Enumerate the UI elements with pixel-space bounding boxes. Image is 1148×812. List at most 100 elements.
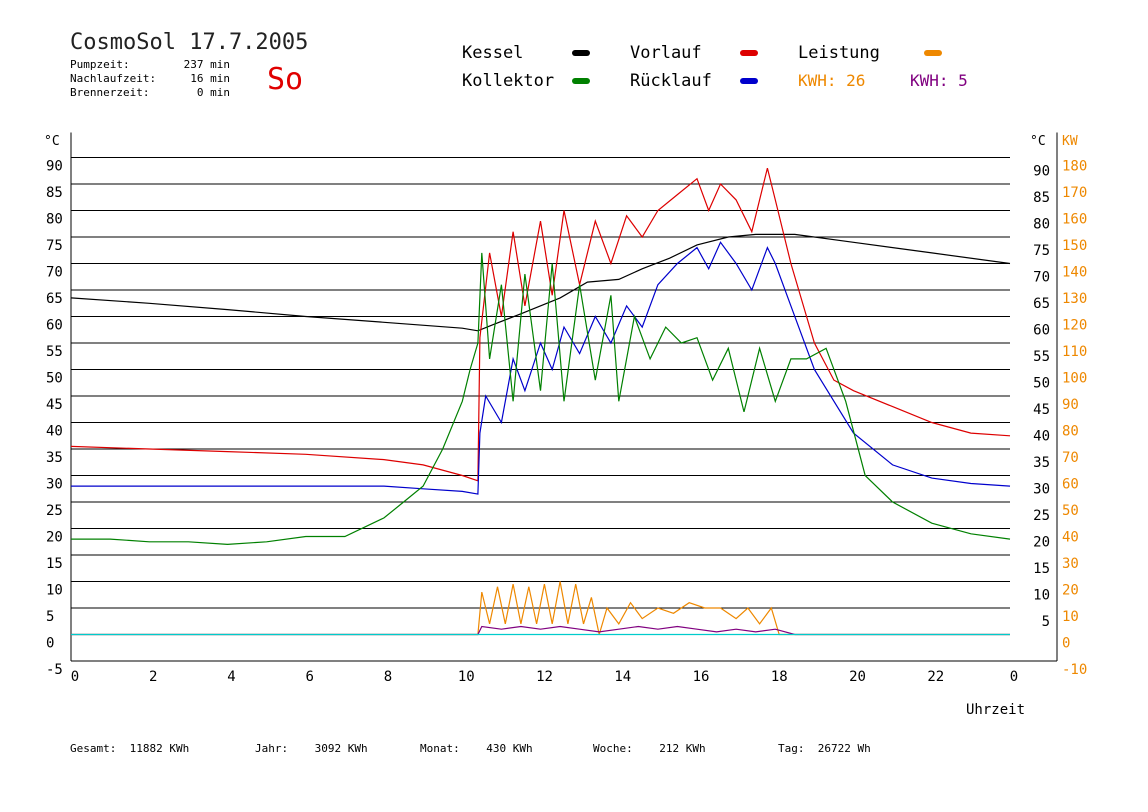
y-tick-label-right: 60 <box>1033 323 1050 339</box>
footer-jahr: Jahr: 3092 KWh <box>255 742 368 755</box>
y-tick-label-right: 40 <box>1033 429 1050 445</box>
chart-title: CosmoSol 17.7.2005 <box>70 30 309 55</box>
stat-row-brennerzeit: Brennerzeit: 0 min <box>70 86 230 99</box>
x-tick-label: 22 <box>927 669 944 685</box>
y-tick-label-left: 50 <box>46 371 63 387</box>
y-tick-label-right: 80 <box>1033 217 1050 233</box>
x-tick-label: 8 <box>384 669 392 685</box>
series-line <box>70 233 1011 332</box>
stat-label: Pumpzeit: <box>70 58 130 71</box>
y-tick-label-left: 70 <box>46 265 63 281</box>
footer-value: 430 KWh <box>486 742 533 755</box>
legend-swatch-leistung <box>924 50 942 56</box>
y-tick-label-power: 100 <box>1062 371 1087 387</box>
stat-row-nachlaufzeit: Nachlaufzeit: 16 min <box>70 72 230 85</box>
series-line <box>71 241 1011 495</box>
kwh-total-orange: KWH: 26 <box>798 71 865 90</box>
legend-label-kessel: Kessel <box>462 43 524 63</box>
y-tick-label-left: 80 <box>46 212 63 228</box>
y-tick-label-left: 85 <box>46 185 63 201</box>
x-axis-label: Uhrzeit <box>966 702 1026 718</box>
stat-value: 0 min <box>196 86 230 99</box>
weekday-label: So <box>267 62 304 97</box>
y-axis-unit-left: °C <box>44 134 60 149</box>
y-tick-label-left: 45 <box>46 397 63 413</box>
y-tick-label-power: 180 <box>1062 159 1087 175</box>
y-tick-label-right: 85 <box>1033 190 1050 206</box>
series-line <box>70 167 1011 482</box>
y-tick-label-left: 15 <box>46 556 63 572</box>
stat-value: 237 min <box>183 58 230 71</box>
y-tick-label-right: 75 <box>1033 243 1050 259</box>
y-tick-label-power: 20 <box>1062 583 1079 599</box>
legend-label-kollektor: Kollektor <box>462 71 555 91</box>
stat-label: Brennerzeit: <box>70 86 150 99</box>
y-tick-label-right: 10 <box>1033 588 1050 604</box>
x-tick-label: 18 <box>771 669 788 685</box>
legend-swatch-vorlauf <box>740 50 758 56</box>
series-line <box>71 581 1010 636</box>
footer-value: 26722 Wh <box>817 742 871 755</box>
y-tick-label-right: 45 <box>1033 402 1050 418</box>
footer-label: Gesamt: <box>70 742 117 755</box>
x-tick-label: 0 <box>71 669 79 685</box>
y-tick-label-power: 80 <box>1062 424 1079 440</box>
footer-gesamt: Gesamt: 11882 KWh <box>70 742 189 755</box>
kwh-label: KWH: <box>798 71 837 90</box>
x-tick-label: 14 <box>614 669 631 685</box>
y-tick-label-right: 25 <box>1033 508 1050 524</box>
kwh-label: KWH: <box>910 71 949 90</box>
y-tick-label-right: 65 <box>1033 296 1050 312</box>
y-tick-label-right: 30 <box>1033 482 1050 498</box>
y-tick-label-left: 30 <box>46 477 63 493</box>
y-tick-label-left: -5 <box>46 662 63 678</box>
footer-value: 212 KWh <box>659 742 706 755</box>
y-tick-label-power: 30 <box>1062 556 1079 572</box>
kwh-value: 26 <box>846 71 866 90</box>
footer-woche: Woche: 212 KWh <box>593 742 706 755</box>
footer-label: Woche: <box>593 742 633 755</box>
y-tick-label-left: 90 <box>46 159 63 175</box>
y-tick-label-power: 140 <box>1062 265 1087 281</box>
series-line <box>71 625 1010 636</box>
y-tick-label-power: 130 <box>1062 291 1087 307</box>
stat-value: 16 min <box>190 72 230 85</box>
legend-label-leistung: Leistung <box>798 43 880 63</box>
y-tick-label-right: 70 <box>1033 270 1050 286</box>
kwh-total-purple: KWH: 5 <box>910 71 968 90</box>
y-tick-label-left: 35 <box>46 450 63 466</box>
legend-label-vorlauf: Vorlauf <box>630 43 702 63</box>
y-tick-label-right: 35 <box>1033 455 1050 471</box>
legend-swatch-ruecklauf <box>740 78 758 84</box>
y-tick-label-left: 25 <box>46 503 63 519</box>
footer-label: Tag: <box>778 742 805 755</box>
x-tick-label: 6 <box>306 669 314 685</box>
kwh-value: 5 <box>958 71 968 90</box>
y-tick-label-power: 110 <box>1062 344 1087 360</box>
y-tick-label-power: 150 <box>1062 238 1087 254</box>
y-tick-label-power: 90 <box>1062 397 1079 413</box>
x-tick-label: 16 <box>693 669 710 685</box>
y-tick-label-power: -10 <box>1062 662 1087 678</box>
footer-label: Jahr: <box>255 742 289 755</box>
y-tick-label-right: 55 <box>1033 349 1050 365</box>
y-tick-label-power: 50 <box>1062 503 1079 519</box>
y-tick-label-power: 70 <box>1062 450 1079 466</box>
y-tick-label-left: 5 <box>46 609 54 625</box>
y-tick-label-power: 40 <box>1062 530 1079 546</box>
y-tick-label-power: 160 <box>1062 212 1087 228</box>
stat-row-pumpzeit: Pumpzeit: 237 min <box>70 58 230 71</box>
y-tick-label-left: 20 <box>46 530 63 546</box>
footer-monat: Monat: 430 KWh <box>420 742 533 755</box>
y-tick-label-power: 10 <box>1062 609 1079 625</box>
y-axis-unit-right-temp: °C <box>1030 134 1046 149</box>
y-tick-label-left: 55 <box>46 344 63 360</box>
y-tick-label-right: 50 <box>1033 376 1050 392</box>
stat-label: Nachlaufzeit: <box>70 72 157 85</box>
series-line <box>71 252 1011 546</box>
footer-value: 11882 KWh <box>129 742 190 755</box>
footer-value: 3092 KWh <box>314 742 368 755</box>
y-tick-label-power: 60 <box>1062 477 1079 493</box>
x-tick-label: 0 <box>1010 669 1018 685</box>
